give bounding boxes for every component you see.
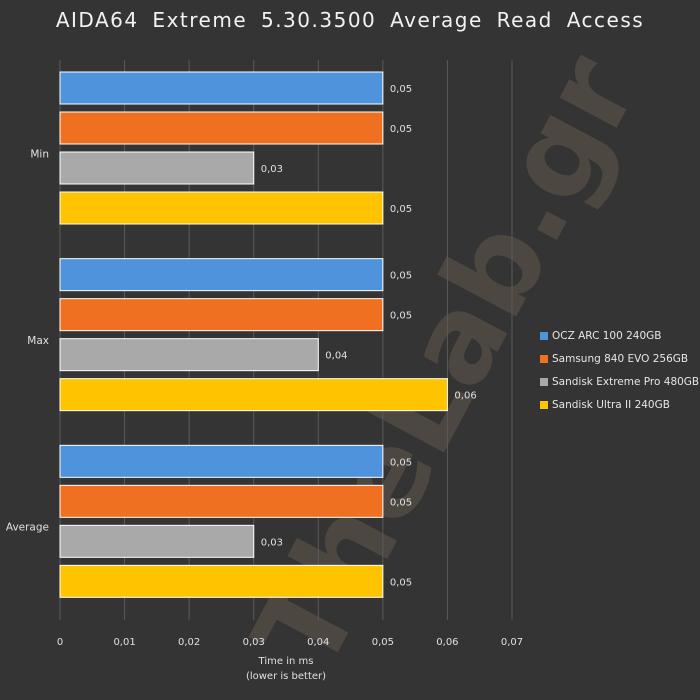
bar — [59, 338, 319, 372]
x-tick-label: 0 — [57, 637, 63, 648]
category-label: Average — [6, 522, 49, 534]
legend-label: OCZ ARC 100 240GB — [552, 329, 662, 342]
legend-swatch — [540, 331, 548, 340]
legend-item: Samsung 840 EVO 256GB — [540, 347, 699, 370]
data-label: 0,05 — [390, 457, 412, 468]
x-axis-title: (lower is better) — [246, 671, 326, 682]
x-tick-label: 0,05 — [372, 637, 394, 648]
data-label: 0,05 — [390, 311, 412, 322]
bar — [59, 378, 448, 412]
x-tick-label: 0,06 — [436, 637, 458, 648]
data-label: 0,03 — [261, 164, 283, 175]
legend-label: Samsung 840 EVO 256GB — [552, 352, 689, 365]
x-axis-title: Time in ms — [258, 656, 314, 667]
bar — [59, 444, 384, 478]
bar — [59, 191, 384, 225]
bar — [59, 151, 255, 185]
bar — [59, 564, 384, 598]
chart-title: AIDA64 Extreme 5.30.3500 Average Read Ac… — [55, 8, 645, 32]
x-tick-label: 0,01 — [113, 637, 135, 648]
legend-swatch — [540, 400, 548, 409]
data-label: 0,05 — [390, 577, 412, 588]
legend-item: Sandisk Ultra II 240GB — [540, 393, 699, 416]
legend-item: Sandisk Extreme Pro 480GB — [540, 370, 699, 393]
category-label: Min — [30, 148, 49, 160]
data-label: 0,05 — [390, 497, 412, 508]
legend: OCZ ARC 100 240GB Samsung 840 EVO 256GB Sa… — [540, 324, 699, 416]
bar — [59, 258, 384, 292]
x-tick-label: 0,03 — [243, 637, 265, 648]
category-label: Max — [27, 335, 49, 347]
x-tick-label: 0,04 — [307, 637, 329, 648]
bar — [59, 111, 384, 145]
data-label: 0,05 — [390, 204, 412, 215]
legend-item: OCZ ARC 100 240GB — [540, 324, 699, 347]
legend-swatch — [540, 377, 548, 386]
data-label: 0,05 — [390, 271, 412, 282]
data-label: 0,04 — [325, 351, 347, 362]
bar — [59, 484, 384, 518]
data-label: 0,06 — [454, 391, 476, 402]
bar — [59, 524, 255, 558]
bar — [59, 298, 384, 332]
data-label: 0,05 — [390, 124, 412, 135]
bar — [59, 71, 384, 105]
data-label: 0,05 — [390, 84, 412, 95]
x-tick-label: 0,07 — [501, 637, 523, 648]
x-tick-label: 0,02 — [178, 637, 200, 648]
data-label: 0,03 — [261, 537, 283, 548]
legend-label: Sandisk Extreme Pro 480GB — [552, 375, 700, 388]
legend-label: Sandisk Ultra II 240GB — [552, 398, 670, 411]
legend-swatch — [540, 354, 548, 363]
